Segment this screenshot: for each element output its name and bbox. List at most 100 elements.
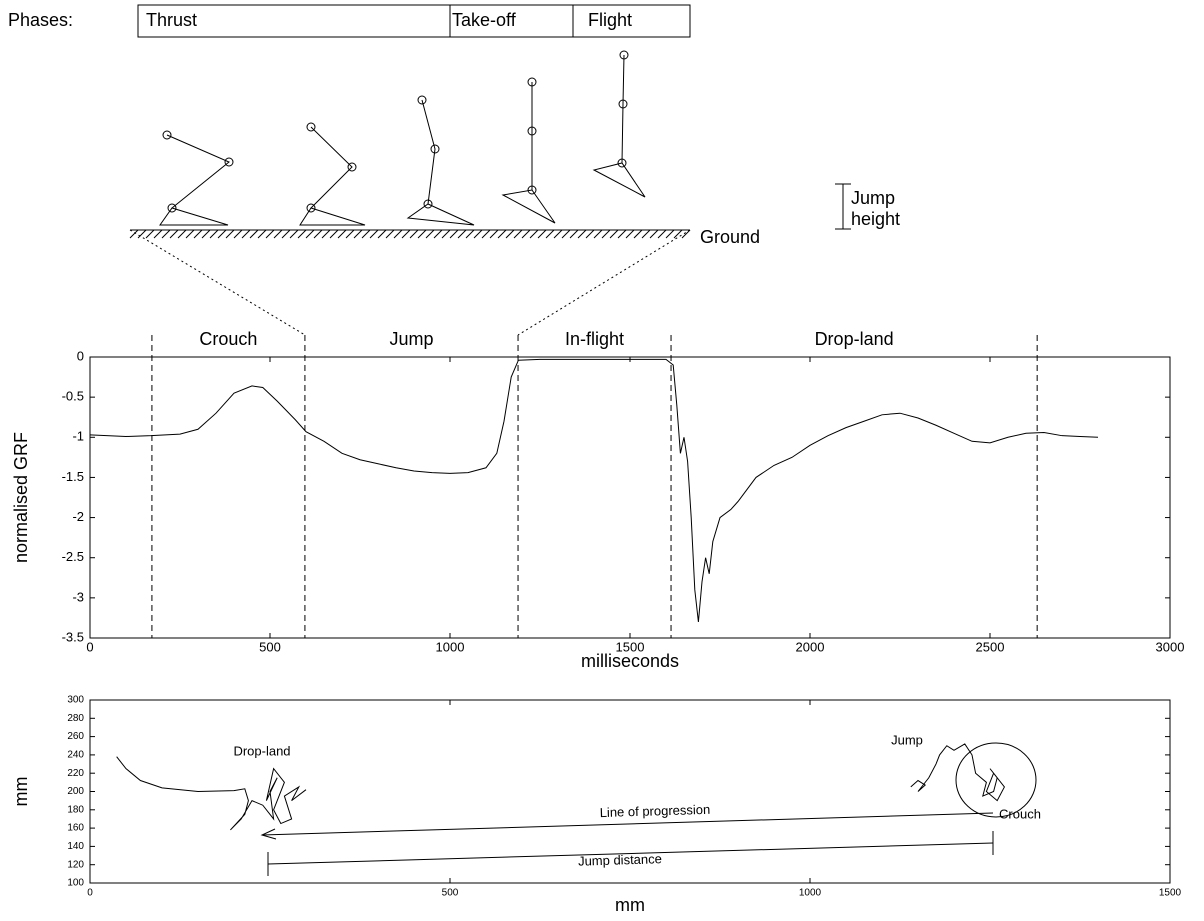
hatch: [442, 230, 450, 238]
hatch: [290, 230, 298, 238]
hatch: [338, 230, 346, 238]
hatch: [154, 230, 162, 238]
jump-height-label: Jump: [851, 188, 895, 208]
leg: [622, 55, 624, 163]
hatch: [242, 230, 250, 238]
leg: [167, 135, 229, 208]
hatch: [194, 230, 202, 238]
phase-label: In-flight: [565, 329, 624, 349]
hatch: [482, 230, 490, 238]
zoom-line: [518, 230, 690, 335]
y-tick-label: 260: [67, 731, 84, 742]
phases-label: Phases:: [8, 10, 73, 30]
hatch: [562, 230, 570, 238]
hatch: [426, 230, 434, 238]
hatch: [522, 230, 530, 238]
y-tick-label: -1.5: [62, 469, 84, 484]
hatch: [370, 230, 378, 238]
y-tick-label: -3: [72, 589, 84, 604]
y-tick-label: -2: [72, 509, 84, 524]
stick-figures: [160, 55, 645, 225]
hatch: [458, 230, 466, 238]
hatch: [354, 230, 362, 238]
hatch: [610, 230, 618, 238]
hatch: [626, 230, 634, 238]
foot: [160, 208, 228, 225]
hatch: [490, 230, 498, 238]
y-tick-label: 0: [77, 348, 84, 363]
hatch: [506, 230, 514, 238]
hatch: [226, 230, 234, 238]
hatch: [306, 230, 314, 238]
y-tick-label: -0.5: [62, 389, 84, 404]
hatch: [554, 230, 562, 238]
foot: [408, 204, 474, 225]
hatch: [186, 230, 194, 238]
hatch: [418, 230, 426, 238]
x-axis-label: milliseconds: [581, 651, 679, 671]
hatch: [266, 230, 274, 238]
hatch: [474, 230, 482, 238]
hatch: [642, 230, 650, 238]
hatch: [650, 230, 658, 238]
y-axis-label: normalised GRF: [11, 432, 31, 563]
phase-name: Flight: [588, 10, 632, 30]
hatch: [634, 230, 642, 238]
y-tick-label: 100: [67, 878, 84, 889]
x-tick-label: 0: [87, 888, 93, 899]
hatch: [362, 230, 370, 238]
annotation: Crouch: [999, 806, 1041, 821]
hatch: [514, 230, 522, 238]
hatch: [330, 230, 338, 238]
hatch: [434, 230, 442, 238]
hatch: [578, 230, 586, 238]
y-tick-label: 200: [67, 786, 84, 797]
y-tick-label: 160: [67, 823, 84, 834]
hatch: [314, 230, 322, 238]
annotation: Jump: [891, 732, 923, 747]
hatch: [202, 230, 210, 238]
hatch: [546, 230, 554, 238]
y-tick-label: -1: [72, 429, 84, 444]
x-axis-label: mm: [615, 895, 645, 915]
y-tick-label: -3.5: [62, 629, 84, 644]
hatch: [282, 230, 290, 238]
x-tick-label: 500: [442, 888, 459, 899]
hatch: [530, 230, 538, 238]
x-tick-label: 500: [259, 639, 281, 654]
x-tick-label: 1500: [1159, 888, 1182, 899]
foot: [503, 190, 555, 223]
hatch: [410, 230, 418, 238]
hatch: [258, 230, 266, 238]
hatch: [394, 230, 402, 238]
x-tick-label: 2000: [796, 639, 825, 654]
y-axis-label: mm: [11, 777, 31, 807]
arrow-head: [262, 829, 276, 839]
hatch: [138, 230, 146, 238]
hatch: [234, 230, 242, 238]
hatch: [618, 230, 626, 238]
phase-name: Take-off: [452, 10, 517, 30]
zoom-line: [130, 230, 305, 335]
y-tick-label: 220: [67, 768, 84, 779]
plot-frame: [90, 357, 1170, 638]
hatch: [570, 230, 578, 238]
phase-label: Jump: [389, 329, 433, 349]
foot: [594, 163, 645, 197]
figure: Phases: Thrust Take-off Flight Ground Ju…: [0, 0, 1204, 916]
hatch: [322, 230, 330, 238]
jump-height-label: height: [851, 209, 900, 229]
hatch: [538, 230, 546, 238]
hatch: [658, 230, 666, 238]
hatch: [298, 230, 306, 238]
x-tick-label: 2500: [976, 639, 1005, 654]
hatch: [378, 230, 386, 238]
hatch: [594, 230, 602, 238]
data-line: [117, 757, 306, 830]
x-tick-label: 0: [86, 639, 93, 654]
phase-label: Crouch: [199, 329, 257, 349]
hatch: [674, 230, 682, 238]
hatch: [250, 230, 258, 238]
y-tick-label: 120: [67, 859, 84, 870]
y-tick-label: 140: [67, 841, 84, 852]
